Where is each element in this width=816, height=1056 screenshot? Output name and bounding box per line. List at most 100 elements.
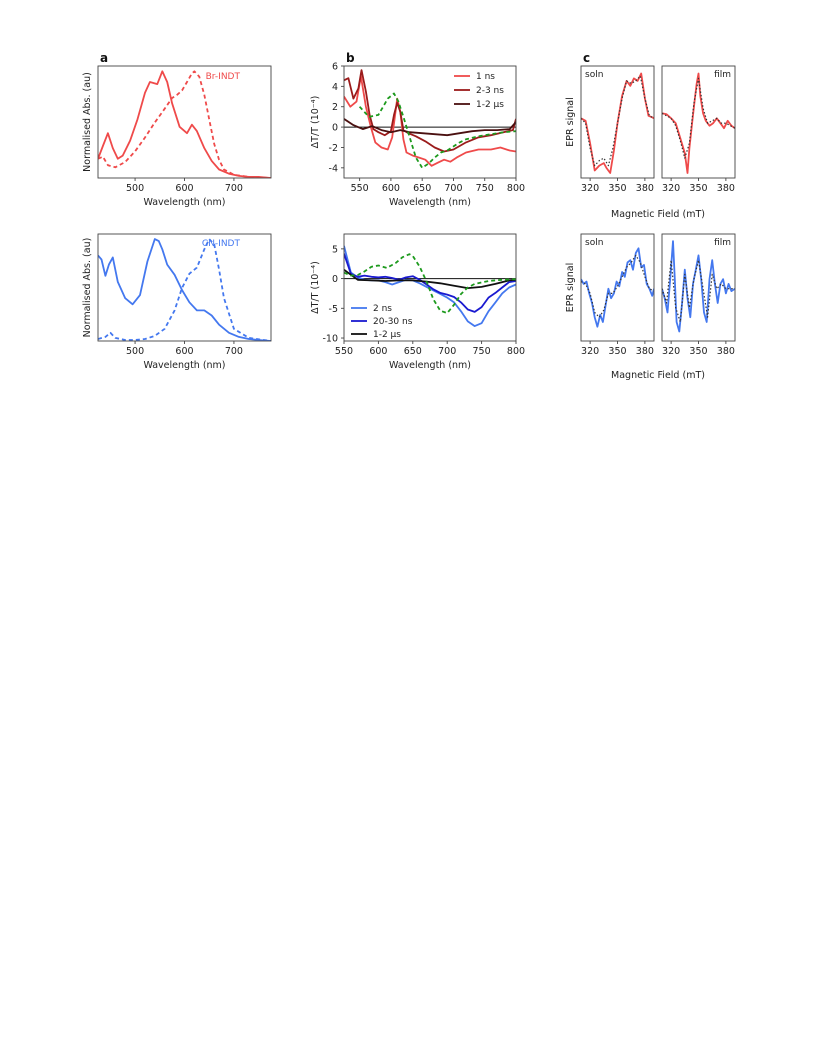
- c_bottom_film-plot: [661, 233, 736, 344]
- y-tick-label: 2: [332, 102, 338, 113]
- x-tick-label: 800: [507, 346, 525, 357]
- x-tick-label: 600: [175, 183, 193, 194]
- x-tick-label: 350: [608, 183, 626, 194]
- panel-label: a: [100, 51, 108, 65]
- x-tick-label: 650: [404, 346, 422, 357]
- series-line-2: [344, 118, 516, 137]
- x-axis-label: Wavelength (nm): [143, 197, 225, 208]
- legend-entry: 2 ns: [373, 304, 392, 314]
- plot-frame: [97, 65, 272, 179]
- series-line-1: [581, 75, 654, 167]
- x-tick-label: 600: [382, 183, 400, 194]
- compound-label: CN-INDT: [202, 239, 241, 249]
- legend-entry: 20-30 ns: [373, 317, 413, 327]
- y-axis-label: Normalised Abs. (au): [82, 72, 93, 172]
- y-axis-label: EPR signal: [565, 263, 576, 312]
- x-tick-label: 380: [717, 346, 735, 357]
- sample-label: soln: [585, 238, 603, 248]
- x-tick-label: 350: [689, 183, 707, 194]
- plot-frame: [343, 233, 517, 342]
- panel-label: b: [346, 51, 355, 65]
- x-tick-label: 600: [369, 346, 387, 357]
- x-tick-label: 700: [225, 346, 243, 357]
- series-line-2: [344, 268, 516, 289]
- b_top-plot: [341, 65, 517, 181]
- legend-entry: 1-2 µs: [373, 330, 401, 340]
- x-axis-label: Wavelength (nm): [389, 360, 471, 371]
- b_bottom-plot: [341, 233, 517, 344]
- y-tick-label: -5: [329, 304, 338, 315]
- plot-frame: [97, 233, 272, 342]
- series-line-1: [662, 77, 735, 159]
- y-tick-label: 5: [332, 244, 338, 255]
- compound-label: Br-INDT: [206, 72, 241, 82]
- y-tick-label: -10: [322, 334, 338, 345]
- series-line-1: [581, 254, 654, 318]
- series-line-0: [98, 70, 271, 178]
- y-tick-label: 4: [332, 82, 338, 93]
- plot-frame: [580, 233, 655, 342]
- series-line-1: [98, 70, 271, 178]
- c_top_film-plot: [661, 65, 736, 181]
- x-tick-label: 500: [126, 346, 144, 357]
- x-tick-label: 700: [438, 346, 456, 357]
- legend-entry: 2-3 ns: [476, 86, 504, 96]
- sample-label: soln: [585, 70, 603, 80]
- x-tick-label: 750: [476, 183, 494, 194]
- x-tick-label: 350: [689, 346, 707, 357]
- x-tick-label: 650: [413, 183, 431, 194]
- x-tick-label: 320: [581, 183, 599, 194]
- x-tick-label: 800: [507, 183, 525, 194]
- y-tick-label: 6: [332, 62, 338, 73]
- a_bottom-plot: [97, 233, 272, 344]
- x-tick-label: 380: [636, 183, 654, 194]
- y-tick-label: -4: [329, 163, 338, 174]
- a_top-plot: [97, 65, 272, 181]
- series-line-0: [344, 75, 516, 167]
- y-axis-label: EPR signal: [565, 97, 576, 146]
- legend-entry: 1-2 µs: [476, 100, 504, 110]
- x-axis-label: Wavelength (nm): [143, 360, 225, 371]
- x-tick-label: 320: [581, 346, 599, 357]
- series-line-1: [344, 253, 516, 313]
- y-axis-label: ΔT/T (10⁻⁴): [310, 96, 321, 149]
- x-tick-label: 550: [335, 346, 353, 357]
- x-tick-label: 600: [175, 346, 193, 357]
- y-axis-label: Normalised Abs. (au): [82, 238, 93, 338]
- x-tick-label: 380: [717, 183, 735, 194]
- x-tick-label: 700: [444, 183, 462, 194]
- series-line-3: [358, 92, 516, 169]
- x-axis-label-magnetic-field-top: Magnetic Field (mT): [611, 209, 705, 220]
- x-tick-label: 320: [662, 346, 680, 357]
- c_bottom_soln-plot: [580, 233, 655, 344]
- series-line-1: [662, 259, 735, 323]
- x-tick-label: 550: [351, 183, 369, 194]
- x-axis-label: Wavelength (nm): [389, 197, 471, 208]
- series-line-0: [581, 72, 654, 174]
- y-axis-label: ΔT/T (10⁻⁴): [310, 261, 321, 314]
- panel-label: c: [583, 51, 590, 65]
- legend-entry: 1 ns: [476, 72, 495, 82]
- x-tick-label: 750: [473, 346, 491, 357]
- y-tick-label: 0: [332, 123, 338, 134]
- y-tick-label: -2: [329, 143, 338, 154]
- y-tick-label: 0: [332, 274, 338, 285]
- c_top_soln-plot: [580, 65, 655, 181]
- series-line-0: [98, 238, 271, 341]
- series-line-0: [581, 247, 654, 328]
- series-line-0: [662, 72, 735, 174]
- series-line-1: [98, 238, 271, 341]
- series-line-3: [344, 253, 516, 314]
- x-tick-label: 500: [126, 183, 144, 194]
- x-tick-label: 700: [225, 183, 243, 194]
- plot-frame: [343, 65, 517, 179]
- sample-label: film: [714, 238, 731, 248]
- x-tick-label: 380: [636, 346, 654, 357]
- x-tick-label: 320: [662, 183, 680, 194]
- sample-label: film: [714, 70, 731, 80]
- x-tick-label: 350: [608, 346, 626, 357]
- series-line-0: [662, 240, 735, 333]
- x-axis-label-magnetic-field-bottom: Magnetic Field (mT): [611, 370, 705, 381]
- series-line-1: [344, 69, 516, 153]
